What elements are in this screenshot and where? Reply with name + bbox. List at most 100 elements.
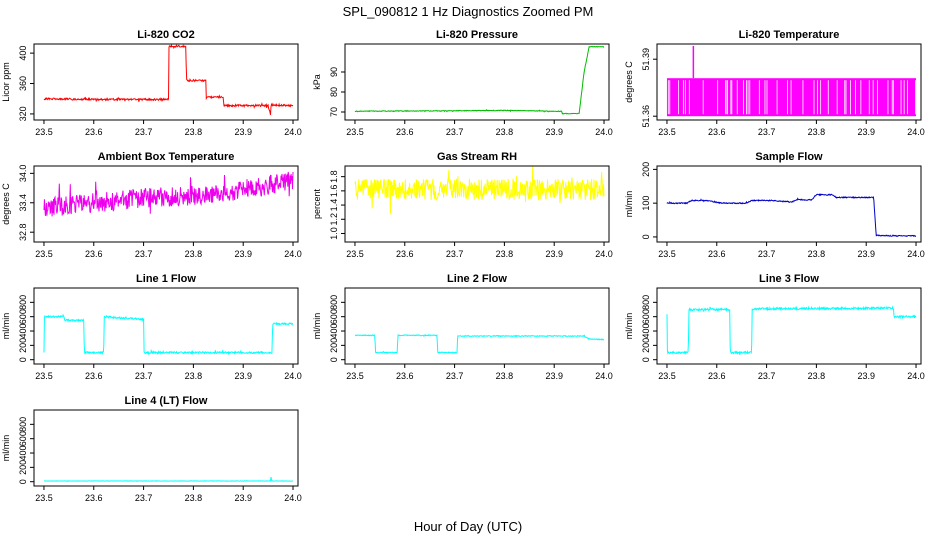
panel-title: Gas Stream RH xyxy=(437,151,517,163)
x-tick-label: 23.9 xyxy=(857,249,875,259)
x-tick-label: 23.9 xyxy=(234,371,252,381)
y-tick-label: 33.4 xyxy=(18,194,28,212)
plot-frame xyxy=(656,43,922,121)
chart-panel: Li-820 Pressure kPa 23.5 23.6 23.7 23.8 23.9 24… xyxy=(312,29,613,137)
x-tick-label: 23.7 xyxy=(446,371,464,381)
y-tick-label: 600 xyxy=(641,309,651,324)
x-tick-label: 23.5 xyxy=(658,371,676,381)
y-tick-label: 32.8 xyxy=(18,223,28,241)
data-series xyxy=(354,45,605,115)
x-tick-label: 23.9 xyxy=(545,127,563,137)
y-axis-label: percent xyxy=(312,188,322,219)
data-series xyxy=(354,333,605,354)
x-tick-label: 24.0 xyxy=(907,127,925,137)
x-tick-label: 23.7 xyxy=(135,493,153,503)
y-tick-label: 800 xyxy=(18,417,28,432)
y-tick-label: 0 xyxy=(18,357,28,362)
x-tick-label: 23.8 xyxy=(808,127,826,137)
panel-title: Li-820 Temperature xyxy=(739,29,840,41)
x-tick-label: 23.7 xyxy=(758,127,776,137)
y-axis-label: ml/min xyxy=(1,435,11,462)
y-tick-label: 1.8 xyxy=(329,170,339,183)
y-tick-label: 0 xyxy=(329,357,339,362)
y-tick-label: 600 xyxy=(18,431,28,446)
x-tick-label: 24.0 xyxy=(907,249,925,259)
temperature-band xyxy=(666,78,917,117)
y-tick-label: 800 xyxy=(641,295,651,310)
chart-panel: Li-820 CO2 Licor ppm 23.5 23.6 23.7 23.8 23.9 2… xyxy=(1,29,302,137)
chart-panel: Line 3 Flow ml/min 23.5 23.6 23.7 23.8 23.9 24.… xyxy=(624,273,925,381)
figure-title: SPL_090812 1 Hz Diagnostics Zoomed PM xyxy=(343,4,594,19)
y-tick-label: 1.2 xyxy=(329,213,339,226)
x-tick-label: 23.7 xyxy=(758,371,776,381)
x-tick-label: 24.0 xyxy=(284,371,302,381)
x-tick-label: 23.5 xyxy=(346,249,364,259)
x-tick-label: 24.0 xyxy=(284,249,302,259)
x-tick-label: 23.9 xyxy=(545,371,563,381)
y-tick-label: 400 xyxy=(329,324,339,339)
y-tick-label: 200 xyxy=(18,460,28,475)
y-tick-label: 90 xyxy=(329,67,339,77)
data-series xyxy=(666,45,917,117)
data-series xyxy=(354,166,605,215)
x-tick-label: 24.0 xyxy=(595,249,613,259)
x-tick-label: 24.0 xyxy=(595,127,613,137)
x-tick-label: 23.5 xyxy=(346,127,364,137)
data-series xyxy=(666,193,917,238)
x-tick-label: 23.9 xyxy=(234,127,252,137)
x-tick-label: 23.7 xyxy=(135,371,153,381)
data-series xyxy=(666,305,917,356)
x-tick-label: 23.6 xyxy=(85,371,103,381)
series-line xyxy=(666,305,917,356)
panel-title: Line 2 Flow xyxy=(447,273,507,285)
chart-panel: Gas Stream RH percent 23.5 23.6 23.7 23.8 23.9… xyxy=(312,151,613,259)
x-tick-label: 23.8 xyxy=(185,371,203,381)
x-tick-label: 24.0 xyxy=(284,127,302,137)
y-tick-label: 200 xyxy=(329,338,339,353)
y-tick-label: 600 xyxy=(329,309,339,324)
y-axis-label: degrees C xyxy=(624,61,634,103)
chart-panel: Line 4 (LT) Flow ml/min 23.5 23.6 23.7 23.8 23… xyxy=(1,395,302,503)
chart-panel: Li-820 Temperature degrees C 23.5 23.6 23.7 2… xyxy=(624,29,925,137)
plot-frame xyxy=(344,165,610,243)
figure-x-axis-label: Hour of Day (UTC) xyxy=(414,519,522,534)
x-tick-label: 23.8 xyxy=(185,493,203,503)
x-tick-label: 23.6 xyxy=(396,249,414,259)
chart-panels: Li-820 CO2 Licor ppm 23.5 23.6 23.7 23.8 23.9 2… xyxy=(1,29,925,503)
y-axis-label: ml/min xyxy=(1,313,11,340)
x-tick-label: 23.6 xyxy=(396,127,414,137)
y-tick-label: 1.0 xyxy=(329,227,339,240)
x-tick-label: 23.9 xyxy=(857,127,875,137)
x-tick-label: 23.5 xyxy=(35,127,53,137)
y-tick-label: 80 xyxy=(329,87,339,97)
plot-frame xyxy=(33,409,299,487)
plot-frame xyxy=(344,43,610,121)
y-axis-label: kPa xyxy=(312,74,322,90)
y-tick-label: 200 xyxy=(641,162,651,177)
plot-frame xyxy=(656,165,922,243)
x-tick-label: 23.5 xyxy=(35,249,53,259)
y-tick-label: 51.36 xyxy=(641,105,651,128)
x-tick-label: 23.7 xyxy=(446,249,464,259)
series-line xyxy=(43,171,294,217)
x-tick-label: 23.8 xyxy=(496,371,514,381)
series-line xyxy=(354,333,605,354)
x-tick-label: 23.9 xyxy=(545,249,563,259)
x-tick-label: 23.8 xyxy=(808,371,826,381)
x-tick-label: 23.5 xyxy=(658,127,676,137)
y-tick-label: 800 xyxy=(329,295,339,310)
panel-title: Line 1 Flow xyxy=(136,273,196,285)
x-tick-label: 23.6 xyxy=(85,493,103,503)
x-tick-label: 23.6 xyxy=(85,127,103,137)
panel-title: Line 3 Flow xyxy=(759,273,819,285)
chart-panel: Line 2 Flow ml/min 23.5 23.6 23.7 23.8 23.9 24.… xyxy=(312,273,613,381)
x-tick-label: 23.6 xyxy=(708,371,726,381)
x-tick-label: 23.9 xyxy=(234,493,252,503)
y-tick-label: 1.4 xyxy=(329,199,339,212)
panel-title: Ambient Box Temperature xyxy=(98,151,235,163)
x-tick-label: 24.0 xyxy=(907,371,925,381)
x-tick-label: 23.5 xyxy=(658,249,676,259)
y-tick-label: 360 xyxy=(18,76,28,91)
x-tick-label: 24.0 xyxy=(284,493,302,503)
x-tick-label: 23.6 xyxy=(708,249,726,259)
